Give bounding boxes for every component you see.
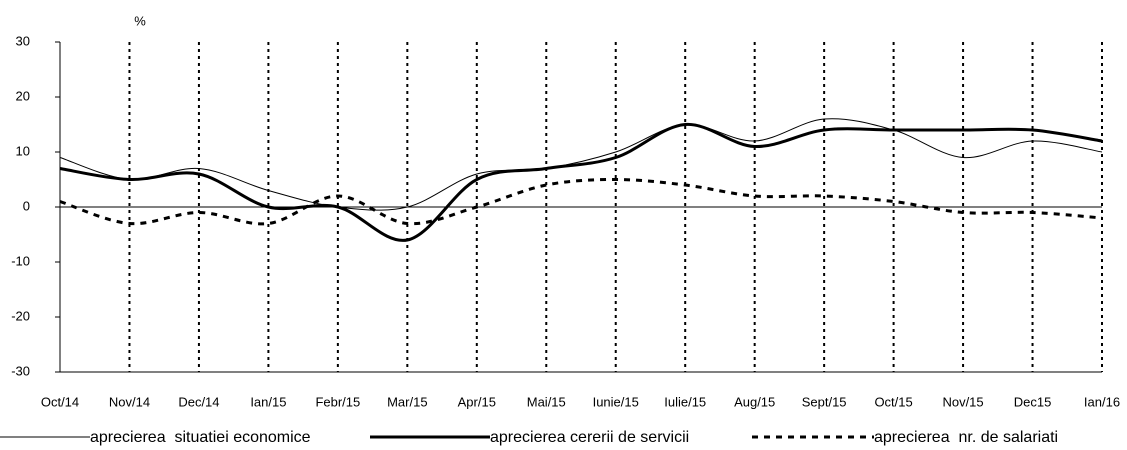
x-tick-label: Apr/15 bbox=[458, 394, 496, 409]
x-tick-label: Iulie/15 bbox=[664, 394, 706, 409]
x-tick-label: Ian/15 bbox=[250, 394, 286, 409]
y-tick-label: -10 bbox=[11, 253, 30, 268]
x-tick-label: Oct/15 bbox=[874, 394, 912, 409]
series-line bbox=[59, 177, 1103, 226]
x-tick-label: Febr/15 bbox=[315, 394, 360, 409]
x-tick-label: Dec/14 bbox=[178, 394, 219, 409]
y-tick-label: -20 bbox=[11, 308, 30, 323]
x-tick-label: Iunie/15 bbox=[593, 394, 639, 409]
x-tick-label: Nov/15 bbox=[942, 394, 983, 409]
x-tick-label: Oct/14 bbox=[41, 394, 79, 409]
y-tick-label: 0 bbox=[23, 198, 30, 213]
x-tick-label: Mai/15 bbox=[527, 394, 566, 409]
x-tick-label: Mar/15 bbox=[387, 394, 427, 409]
y-tick-label: -30 bbox=[11, 363, 30, 378]
x-tick-label: Aug/15 bbox=[734, 394, 775, 409]
legend-label: aprecierea cererii de servicii bbox=[490, 429, 689, 446]
series-line bbox=[59, 122, 1103, 242]
x-tick-label: Sept/15 bbox=[802, 394, 847, 409]
y-axis-label: % bbox=[134, 13, 146, 28]
x-tick-label: Dec15 bbox=[1014, 394, 1052, 409]
y-tick-label: 30 bbox=[16, 33, 30, 48]
y-tick-label: 10 bbox=[16, 143, 30, 158]
y-tick-label: 20 bbox=[16, 88, 30, 103]
x-tick-label: Nov/14 bbox=[109, 394, 150, 409]
x-tick-label: Ian/16 bbox=[1084, 394, 1120, 409]
series-line bbox=[59, 118, 1103, 211]
legend-label: aprecierea situatiei economice bbox=[90, 429, 311, 446]
legend-label: aprecierea nr. de salariati bbox=[874, 429, 1058, 446]
